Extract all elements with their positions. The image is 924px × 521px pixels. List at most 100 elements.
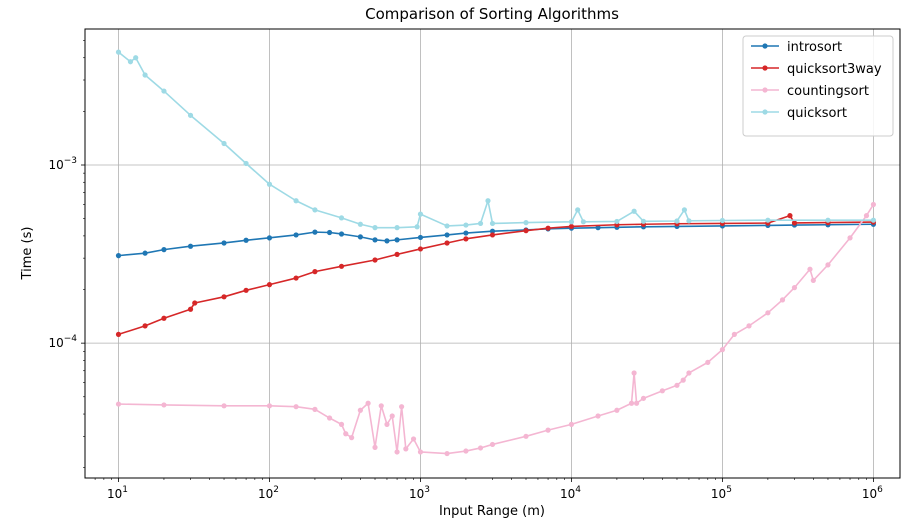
data-point (674, 218, 680, 224)
data-point (221, 294, 227, 300)
data-point (326, 415, 333, 421)
data-point (765, 310, 771, 316)
data-point (614, 407, 620, 413)
data-point (568, 223, 575, 230)
data-point (640, 395, 647, 401)
data-point (187, 112, 194, 118)
data-point (372, 225, 378, 231)
data-point (580, 219, 587, 225)
legend: introsort quicksort3way countingsort quicks… (742, 35, 894, 137)
data-point (221, 140, 227, 147)
data-point (825, 262, 831, 268)
data-point (631, 208, 637, 214)
data-point (115, 331, 122, 337)
y-tick-label: 10−3 (48, 156, 77, 172)
data-point (389, 413, 395, 419)
legend-item-quicksort3way: quicksort3way (751, 62, 882, 77)
data-point (477, 445, 484, 451)
data-point (161, 88, 167, 94)
data-point (779, 297, 786, 303)
data-point (680, 377, 686, 383)
legend-swatch-marker (762, 87, 768, 93)
data-point (192, 300, 198, 306)
data-point (614, 218, 620, 225)
series-introsort (115, 221, 877, 259)
data-point (417, 449, 424, 455)
data-point (417, 211, 424, 217)
data-point (266, 282, 273, 288)
data-point (463, 236, 469, 242)
data-point (312, 269, 318, 275)
data-point (523, 433, 529, 439)
data-point (326, 229, 333, 236)
legend-label: countingsort (787, 84, 869, 99)
data-point (338, 231, 345, 237)
data-point (705, 359, 711, 365)
legend-swatch-marker (762, 43, 768, 49)
data-point (266, 181, 273, 187)
data-point (489, 441, 496, 448)
data-point (243, 287, 249, 293)
data-point (870, 201, 877, 208)
data-point (719, 217, 726, 224)
legend-swatch-marker (762, 109, 768, 115)
data-point (338, 421, 345, 427)
data-point (349, 435, 355, 441)
data-point (384, 421, 390, 427)
data-point (394, 251, 400, 257)
series-quicksort (115, 49, 877, 231)
data-point (463, 448, 469, 454)
data-point (686, 218, 692, 224)
data-point (338, 263, 345, 269)
x-axis-label: Input Range (m) (439, 504, 545, 519)
data-point (394, 225, 400, 231)
data-point (719, 347, 726, 353)
data-point (312, 207, 318, 213)
data-point (372, 257, 378, 263)
data-point (343, 431, 349, 437)
data-point (444, 450, 450, 457)
data-point (372, 237, 378, 243)
data-point (293, 275, 299, 281)
data-point (489, 232, 496, 238)
data-point (312, 229, 318, 235)
data-point (394, 237, 400, 243)
data-point (115, 253, 122, 259)
data-point (312, 406, 318, 412)
data-point (142, 323, 148, 329)
legend-item-introsort: introsort (751, 40, 842, 55)
data-point (161, 402, 167, 408)
legend-label: quicksort3way (787, 62, 882, 77)
x-tick-label: 104 (560, 485, 581, 501)
data-point (659, 388, 665, 394)
data-point (221, 240, 227, 246)
data-point (568, 421, 575, 427)
data-point (115, 49, 122, 55)
x-tick-label: 101 (107, 485, 128, 501)
data-point (293, 198, 299, 204)
series-quicksort3way (115, 213, 877, 337)
y-tick-label: 10−4 (48, 334, 77, 350)
data-point (372, 444, 378, 450)
data-point (847, 235, 853, 241)
data-point (293, 232, 299, 238)
series-layer (115, 49, 877, 457)
data-point (731, 331, 737, 337)
legend-label: quicksort (787, 106, 847, 121)
data-point (444, 240, 450, 246)
legend-swatch-marker (762, 65, 768, 71)
data-point (870, 217, 877, 223)
data-point (863, 213, 870, 219)
x-tick-label: 106 (862, 485, 883, 501)
data-point (595, 225, 601, 231)
data-point (384, 238, 390, 244)
data-point (266, 235, 273, 241)
data-point (825, 217, 831, 223)
data-point (161, 315, 167, 321)
data-point (791, 285, 798, 291)
y-axis-label: Time (s) (20, 227, 35, 281)
data-point (357, 234, 363, 240)
data-point (787, 213, 793, 219)
data-point (489, 220, 496, 227)
chart-title: Comparison of Sorting Algorithms (365, 5, 619, 23)
